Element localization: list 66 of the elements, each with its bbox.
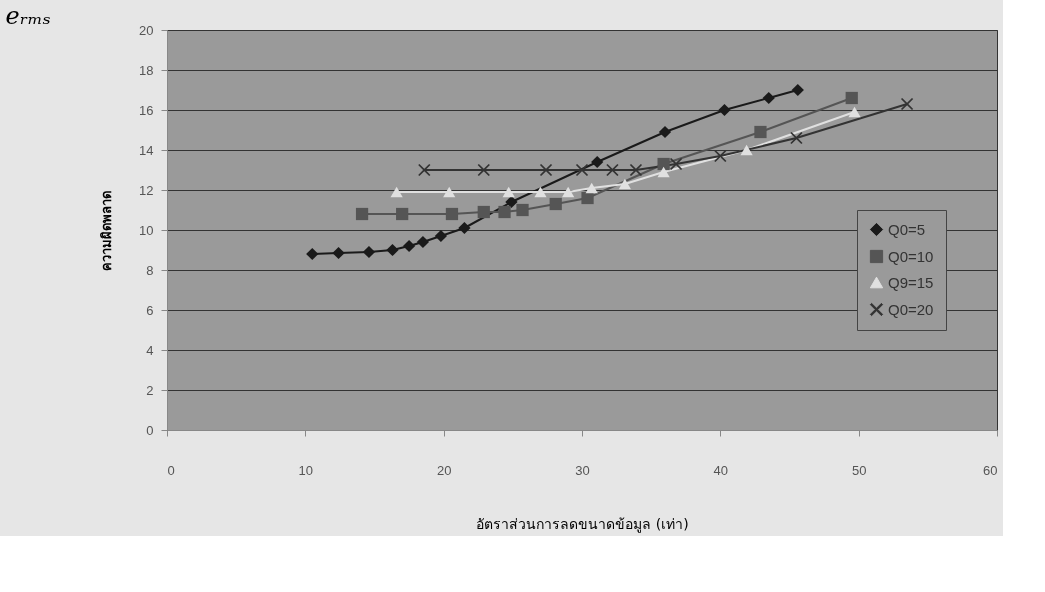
point	[718, 103, 731, 117]
point	[657, 166, 670, 178]
y-tick-label: 18	[139, 62, 154, 78]
y-tick-label: 10	[139, 222, 154, 238]
y-tick-label: 16	[139, 102, 154, 118]
point	[848, 106, 861, 118]
legend-label: Q0=20	[888, 300, 934, 318]
y-tick-label: 6	[146, 302, 154, 318]
x-tick-label: 50	[851, 462, 867, 478]
point	[458, 221, 471, 235]
point	[629, 163, 643, 177]
point	[562, 186, 575, 198]
x-tick-label: 0	[167, 462, 175, 478]
x-tick-label: 60	[983, 462, 998, 478]
point	[416, 235, 430, 249]
legend-label: Q0=5	[888, 220, 926, 238]
y-tick-label: 14	[139, 142, 154, 158]
point	[791, 83, 804, 97]
x-tick-label: 30	[575, 462, 590, 478]
point	[355, 207, 369, 221]
x-tick-label: 10	[298, 462, 314, 478]
point	[477, 163, 490, 177]
point	[434, 229, 448, 243]
x-axis-title: อัตราส่วนการลดขนาดข้อมูล (เท่า)	[476, 515, 689, 533]
point	[618, 178, 632, 190]
y-axis-title: ความผิดพลาด	[99, 190, 115, 271]
point	[502, 186, 515, 198]
point	[845, 91, 858, 105]
point	[762, 91, 775, 105]
point	[539, 163, 553, 177]
x-tick-label: 40	[713, 462, 729, 478]
y-tick-label: 0	[146, 422, 154, 438]
point	[306, 247, 319, 261]
chart-title: eᵣₘₛ	[5, 2, 51, 30]
y-tick-label: 2	[146, 382, 154, 398]
point	[443, 186, 456, 198]
point	[332, 246, 345, 260]
point	[396, 207, 409, 221]
legend-label: Q0=10	[888, 247, 934, 265]
y-tick-label: 12	[139, 182, 154, 198]
point	[390, 186, 403, 198]
point	[581, 191, 594, 205]
point	[516, 203, 529, 217]
y-tick-label: 8	[146, 262, 154, 278]
point	[477, 205, 490, 219]
point	[657, 157, 670, 171]
point	[386, 243, 399, 257]
point	[900, 97, 914, 111]
point	[362, 245, 376, 259]
point	[585, 182, 598, 194]
y-tick-label: 20	[139, 22, 154, 38]
point	[740, 144, 753, 156]
point	[402, 239, 416, 253]
point	[505, 195, 518, 209]
x-tick-label: 20	[436, 462, 452, 478]
point	[658, 125, 672, 139]
point	[575, 163, 589, 177]
point	[591, 155, 604, 169]
point	[445, 207, 459, 221]
point	[534, 186, 547, 198]
point	[498, 205, 511, 219]
point	[669, 157, 683, 171]
point	[754, 125, 767, 139]
point	[549, 197, 562, 211]
y-tick-label: 4	[146, 342, 154, 358]
legend-label: Q9=15	[888, 273, 934, 291]
